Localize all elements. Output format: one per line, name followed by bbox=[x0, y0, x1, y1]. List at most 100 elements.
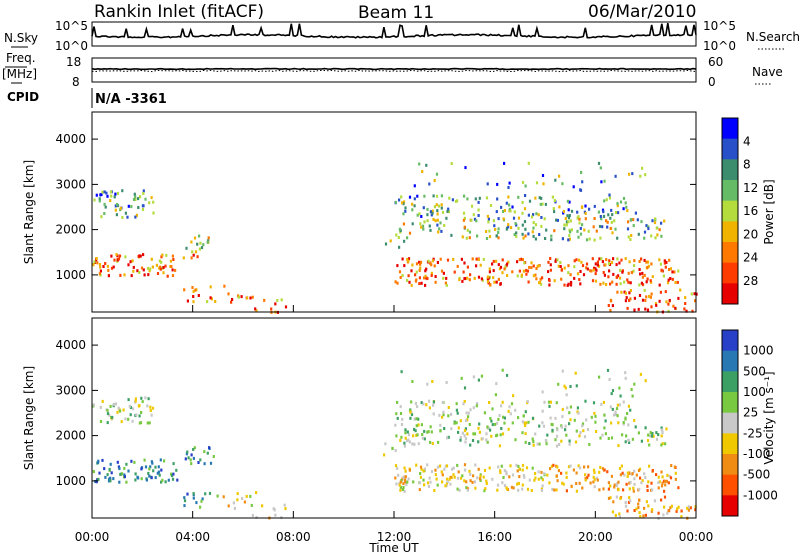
data-cell bbox=[516, 274, 519, 278]
colorbar-tick-label: 100 bbox=[743, 385, 766, 399]
data-cell bbox=[493, 224, 496, 228]
data-cell bbox=[400, 195, 403, 199]
data-cell bbox=[117, 257, 121, 261]
data-cell bbox=[518, 269, 521, 273]
data-cell bbox=[581, 264, 585, 268]
data-cell bbox=[602, 487, 605, 491]
data-cell bbox=[395, 434, 398, 438]
data-cell bbox=[103, 202, 106, 206]
data-cell bbox=[469, 472, 472, 476]
data-cell bbox=[555, 444, 559, 448]
data-cell bbox=[564, 217, 567, 220]
freq-trace bbox=[91, 67, 697, 71]
data-cell bbox=[616, 290, 619, 294]
data-cell bbox=[618, 386, 621, 390]
data-cell bbox=[200, 499, 203, 503]
data-cell bbox=[632, 269, 635, 273]
data-cell bbox=[152, 469, 155, 473]
data-cell bbox=[576, 406, 579, 410]
data-cell bbox=[490, 434, 493, 438]
data-cell bbox=[439, 423, 442, 427]
data-cell bbox=[505, 227, 508, 231]
data-cell bbox=[568, 214, 571, 217]
data-cell bbox=[676, 280, 679, 284]
data-cell bbox=[483, 489, 486, 493]
data-cell bbox=[99, 269, 102, 273]
data-cell bbox=[423, 194, 426, 198]
data-cell bbox=[586, 476, 589, 480]
data-cell bbox=[496, 483, 500, 487]
data-cell bbox=[592, 401, 596, 405]
data-cell bbox=[602, 210, 605, 214]
data-cell bbox=[557, 469, 560, 473]
data-cell bbox=[677, 296, 680, 300]
data-cell bbox=[584, 211, 587, 215]
data-cell bbox=[149, 465, 152, 469]
data-cell bbox=[599, 166, 602, 170]
data-cell bbox=[669, 277, 672, 280]
data-cell bbox=[237, 295, 240, 299]
data-cell bbox=[497, 417, 500, 421]
data-cell bbox=[643, 236, 646, 240]
data-cell bbox=[475, 257, 478, 261]
data-cell bbox=[150, 257, 153, 261]
data-cell bbox=[421, 224, 425, 228]
data-cell bbox=[176, 478, 179, 482]
data-cell bbox=[423, 276, 426, 280]
data-cell bbox=[550, 234, 553, 238]
data-cell bbox=[567, 208, 570, 212]
data-cell bbox=[384, 242, 388, 246]
data-cell bbox=[172, 462, 175, 466]
data-cell bbox=[407, 257, 411, 261]
data-cell bbox=[199, 241, 202, 245]
data-cell bbox=[540, 196, 543, 200]
data-cell bbox=[579, 431, 582, 435]
data-cell bbox=[440, 470, 443, 474]
data-cell bbox=[127, 417, 130, 421]
data-cell bbox=[617, 480, 620, 484]
data-cell bbox=[98, 197, 101, 201]
data-cell bbox=[504, 265, 507, 269]
data-cell bbox=[694, 508, 697, 512]
data-cell bbox=[600, 217, 603, 221]
data-cell bbox=[164, 264, 167, 268]
data-cell bbox=[556, 428, 559, 432]
data-cell bbox=[521, 463, 525, 467]
data-cell bbox=[501, 258, 504, 262]
data-cell bbox=[171, 254, 174, 258]
data-cell bbox=[610, 220, 613, 224]
data-cell bbox=[626, 209, 629, 213]
data-cell bbox=[538, 233, 541, 236]
data-cell bbox=[668, 298, 671, 302]
data-cell bbox=[609, 496, 612, 500]
data-cell bbox=[632, 486, 635, 490]
data-cell bbox=[519, 257, 523, 261]
data-cell bbox=[630, 271, 634, 274]
data-cell bbox=[503, 484, 507, 488]
data-cell bbox=[418, 260, 421, 264]
data-cell bbox=[417, 417, 420, 421]
data-cell bbox=[93, 198, 96, 202]
data-cell bbox=[666, 281, 670, 285]
data-cell bbox=[541, 478, 544, 482]
data-cell bbox=[249, 296, 252, 300]
data-cell bbox=[553, 199, 556, 202]
data-cell bbox=[199, 505, 202, 509]
data-cell bbox=[190, 256, 193, 260]
data-cell bbox=[511, 205, 514, 209]
data-cell bbox=[525, 466, 529, 470]
data-cell bbox=[544, 237, 547, 240]
data-cell bbox=[411, 222, 414, 226]
data-cell bbox=[622, 488, 625, 492]
data-cell bbox=[593, 217, 596, 220]
data-cell bbox=[410, 400, 413, 404]
data-cell bbox=[615, 495, 618, 499]
data-cell bbox=[208, 491, 212, 495]
data-cell bbox=[496, 488, 499, 492]
data-cell bbox=[633, 308, 636, 312]
data-cell bbox=[526, 487, 530, 491]
data-cell bbox=[548, 283, 551, 287]
data-cell bbox=[134, 399, 137, 403]
data-cell bbox=[414, 402, 417, 405]
data-cell bbox=[400, 435, 403, 439]
